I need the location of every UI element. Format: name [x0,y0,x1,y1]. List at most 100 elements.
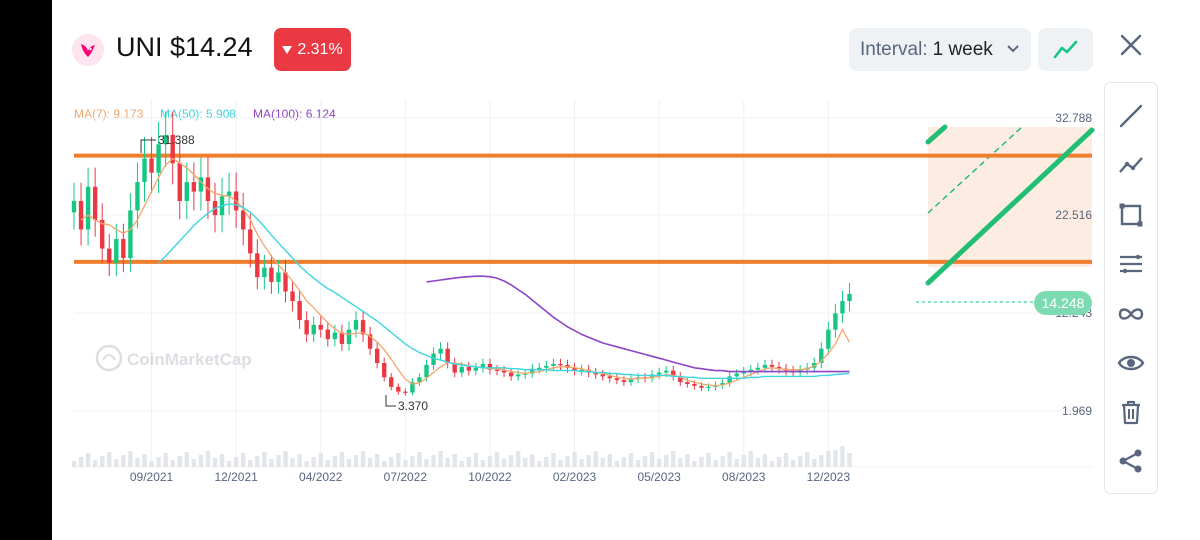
fib-tool-icon [1120,254,1142,274]
line-tool-button[interactable] [1116,101,1146,131]
candle-body [572,367,577,371]
volume-bar [530,454,535,467]
interval-label: Interval: [860,38,928,60]
candle-body [382,363,387,378]
volume-bar [367,458,373,467]
candle-body [318,324,323,330]
candle-body [480,363,486,368]
trend-line-lower [925,127,1095,286]
volume-bar [544,457,549,467]
candle-body [417,377,422,383]
volume-bars [71,446,852,467]
candle-body [276,272,281,282]
volume-bar [741,455,746,467]
candle-body [551,363,556,366]
candle-body [290,291,295,302]
candle-body [367,334,373,349]
volume-bar [212,458,218,467]
candle-body [71,200,77,213]
candle-body [593,372,598,375]
volume-bar [600,458,605,467]
candle-body [614,378,620,381]
volume-bar [233,457,239,467]
volume-bar [685,454,690,467]
volume-bar [445,458,450,467]
price-tag-value: 14.248 [1042,295,1085,311]
volume-bar [241,453,246,467]
horizontal-lines [74,153,1092,264]
volume-bar [826,451,831,467]
volume-bar [71,461,77,467]
volume-bar [177,456,182,467]
candle-body [819,348,824,364]
x-tick-label: 02/2023 [553,470,597,484]
candle-body [85,186,91,230]
watermark-text: CoinMarketCap [127,350,252,369]
high-label: 31.388 [158,133,195,147]
candle-body [776,366,782,369]
x-tick-label: 05/2023 [637,470,681,484]
x-tick-label: 12/2021 [214,470,258,484]
infinity-button[interactable] [1116,299,1146,329]
volume-bar [269,459,274,467]
candle-body [92,186,98,220]
price-tag: 14.248 [916,291,1092,315]
volume-bar [706,453,711,467]
candle-body [699,385,704,388]
candle-body [121,239,126,259]
volume-bar [480,460,486,467]
volume-bar [727,452,732,467]
candle-body [78,200,84,230]
volume-bar [78,457,84,467]
volume-bar [452,454,457,467]
volume-bar [642,456,648,467]
delete-button[interactable] [1116,397,1146,427]
candle-body [269,267,274,282]
candle-body [374,348,380,364]
share-button[interactable] [1116,446,1146,476]
low-annotation: 3.370 [385,395,428,413]
volume-bar [219,454,225,467]
candle-body [473,367,479,371]
watermark: CoinMarketCap [95,344,252,372]
rectangle-tool-button[interactable] [1116,200,1146,230]
candle-body [649,374,655,379]
polyline-tool-button[interactable] [1116,150,1146,180]
volume-bar [346,459,352,467]
close-icon[interactable] [1118,32,1144,58]
fib-tool-button[interactable] [1116,249,1146,279]
volume-bar [494,452,500,467]
price-chart[interactable]: MA(7): 9.173 MA(50): 5.908 MA(100): 6.12… [52,0,1102,500]
volume-bar [149,461,154,467]
candle-body [508,372,514,377]
candle-body [755,367,761,370]
volume-bar [614,461,620,467]
volume-bar [628,453,634,467]
ma100-line [426,275,850,373]
uniswap-logo-icon [72,34,104,66]
candle-body [664,370,669,373]
volume-bar [85,453,91,467]
candle-body [410,382,415,393]
volume-bar [410,456,415,467]
volume-bar [403,460,408,467]
app-window: UNI $14.24 2.31% Interval: 1 week MA(7):… [52,0,1200,540]
interval-dropdown[interactable]: Interval: 1 week [849,28,1031,71]
candle-body [671,370,676,377]
candle-body [325,329,330,340]
candle-body [128,210,133,259]
candle-body [262,267,267,278]
volume-bar [797,456,803,467]
page-title: UNI $14.24 [116,32,253,62]
candle-body [487,363,493,370]
candle-body [149,158,154,173]
candle-body [692,383,697,386]
projection-box [927,126,1092,267]
visibility-button[interactable] [1116,348,1146,378]
chart-type-button[interactable] [1038,28,1093,71]
candle-body [685,382,690,384]
volume-bar [621,457,627,467]
volume-bar [184,452,189,467]
volume-bar [607,454,612,467]
x-tick-label: 09/2021 [130,470,174,484]
